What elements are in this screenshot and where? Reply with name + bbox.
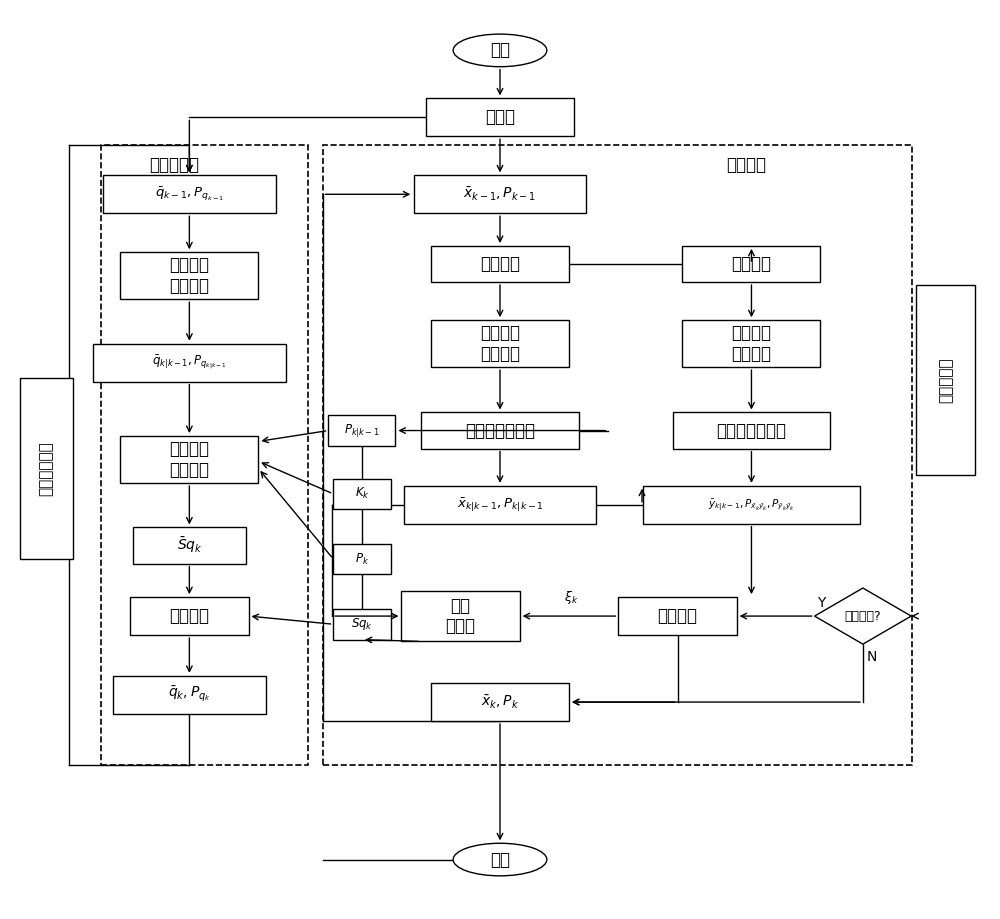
Text: 下一控制周期: 下一控制周期 — [39, 441, 54, 496]
Bar — [404, 486, 596, 524]
Bar — [133, 528, 246, 563]
Bar — [643, 486, 860, 524]
Text: $\bar{x}_{k-1},P_{k-1}$: $\bar{x}_{k-1},P_{k-1}$ — [463, 186, 537, 203]
Text: 开始: 开始 — [490, 41, 510, 60]
Text: $\bar{q}_{k-1},P_{q_{k-1}}$: $\bar{q}_{k-1},P_{q_{k-1}}$ — [155, 186, 224, 203]
Text: $\bar{x}_k,P_k$: $\bar{x}_k,P_k$ — [481, 694, 519, 710]
Text: $P_k$: $P_k$ — [355, 551, 369, 567]
Text: $\bar{x}_{k|k-1},P_{k|k-1}$: $\bar{x}_{k|k-1},P_{k|k-1}$ — [457, 496, 543, 514]
Text: 计算
测量値: 计算 测量値 — [446, 596, 476, 635]
Text: 主滤波器: 主滤波器 — [727, 156, 767, 175]
Text: $P_{k|k-1}$: $P_{k|k-1}$ — [344, 422, 380, 439]
Bar — [103, 176, 276, 213]
Bar — [328, 415, 395, 446]
Text: $\bar{S}q_k$: $\bar{S}q_k$ — [177, 536, 202, 555]
Bar — [431, 683, 569, 721]
Bar — [113, 675, 266, 714]
Bar — [101, 144, 308, 766]
Text: Y: Y — [818, 596, 826, 609]
Bar — [333, 609, 391, 640]
Text: 结束: 结束 — [490, 851, 510, 868]
Bar — [431, 320, 569, 368]
Polygon shape — [815, 588, 911, 644]
Bar — [421, 413, 579, 448]
Bar — [673, 413, 830, 448]
Text: 测量方程
计算更新: 测量方程 计算更新 — [731, 324, 771, 363]
Text: $\bar{q}_k,P_{q_k}$: $\bar{q}_k,P_{q_k}$ — [168, 686, 211, 704]
Bar — [120, 436, 258, 483]
Bar — [916, 285, 975, 475]
Text: 新观测値?: 新观测値? — [845, 609, 881, 622]
Bar — [130, 597, 249, 635]
Text: $K_k$: $K_k$ — [355, 486, 369, 502]
Ellipse shape — [453, 34, 547, 67]
Bar — [618, 597, 737, 635]
Ellipse shape — [453, 844, 547, 876]
Text: 测量方程
计算更新: 测量方程 计算更新 — [169, 440, 209, 479]
Text: 初始化: 初始化 — [485, 108, 515, 127]
Bar — [414, 176, 586, 213]
Text: 计算估计: 计算估计 — [169, 607, 209, 625]
Text: 计算均値和方差: 计算均値和方差 — [716, 422, 786, 439]
Text: N: N — [867, 651, 877, 664]
Bar — [682, 246, 820, 282]
Text: 位姿传感器: 位姿传感器 — [938, 357, 953, 403]
Bar — [426, 98, 574, 136]
Text: 无色变换: 无色变换 — [480, 255, 520, 273]
Text: 无色变换: 无色变换 — [731, 255, 771, 273]
Text: 计算估计: 计算估计 — [658, 607, 698, 625]
Bar — [682, 320, 820, 368]
Bar — [431, 246, 569, 282]
Bar — [322, 144, 912, 766]
Text: 系统方程
计算更新: 系统方程 计算更新 — [480, 324, 520, 363]
Bar — [401, 591, 520, 641]
Bar — [333, 544, 391, 574]
Text: 系统方程
计算更新: 系统方程 计算更新 — [169, 256, 209, 295]
Bar — [20, 378, 73, 559]
Text: $\bar{y}_{k|k-1},P_{\bar{x}_k\bar{y}_k},P_{\bar{y}_k\bar{y}_k}$: $\bar{y}_{k|k-1},P_{\bar{x}_k\bar{y}_k},… — [708, 497, 795, 513]
Text: 辅助滤波器: 辅助滤波器 — [150, 156, 200, 175]
Text: 计算均値和方差: 计算均値和方差 — [465, 422, 535, 439]
Bar — [93, 344, 286, 381]
Bar — [333, 479, 391, 509]
Text: $Sq_k$: $Sq_k$ — [351, 617, 373, 632]
Text: $\xi_k$: $\xi_k$ — [564, 589, 578, 607]
Text: $\bar{q}_{k|k-1},P_{q_{k|k-1}}$: $\bar{q}_{k|k-1},P_{q_{k|k-1}}$ — [152, 354, 227, 372]
Bar — [120, 252, 258, 300]
